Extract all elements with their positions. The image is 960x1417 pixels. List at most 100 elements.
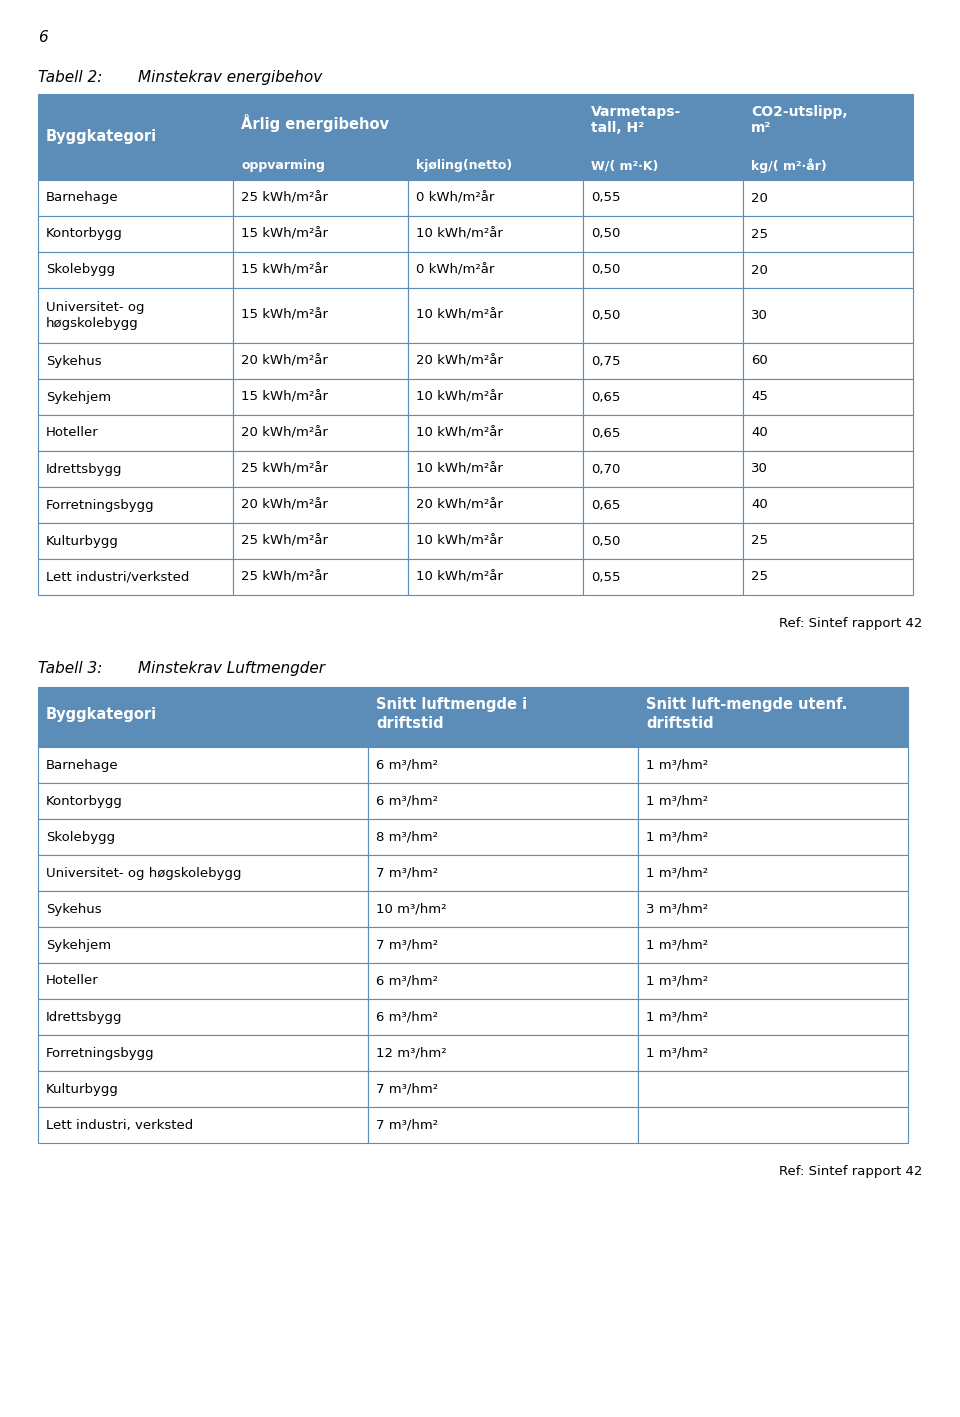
Text: 20 kWh/m²år: 20 kWh/m²år — [416, 499, 503, 512]
Text: kg/( m²·år): kg/( m²·år) — [751, 159, 827, 173]
Bar — [38, 999, 368, 1034]
Text: 15 kWh/m²år: 15 kWh/m²år — [241, 264, 328, 276]
Text: 6 m³/hm²: 6 m³/hm² — [376, 1010, 438, 1023]
Text: kjøling(netto): kjøling(netto) — [416, 160, 513, 173]
Text: Snitt luft-mengde utenf.
driftstid: Snitt luft-mengde utenf. driftstid — [646, 697, 848, 731]
Bar — [38, 451, 233, 487]
Bar — [38, 927, 368, 964]
Text: Snitt luftmengde i
driftstid: Snitt luftmengde i driftstid — [376, 697, 527, 731]
Bar — [38, 1034, 368, 1071]
Bar — [583, 487, 743, 523]
Bar — [233, 252, 408, 288]
Bar — [368, 1071, 638, 1107]
Bar — [638, 1034, 908, 1071]
Text: 20 kWh/m²år: 20 kWh/m²år — [241, 427, 328, 439]
Bar — [638, 854, 908, 891]
Bar — [583, 523, 743, 558]
Bar — [233, 343, 408, 378]
Text: Kulturbygg: Kulturbygg — [46, 534, 119, 547]
Bar — [408, 415, 583, 451]
Bar — [583, 180, 743, 215]
Text: 7 m³/hm²: 7 m³/hm² — [376, 1118, 438, 1132]
Text: 7 m³/hm²: 7 m³/hm² — [376, 1083, 438, 1095]
Bar — [743, 252, 913, 288]
Text: 7 m³/hm²: 7 m³/hm² — [376, 867, 438, 880]
Bar — [233, 487, 408, 523]
Text: 0,50: 0,50 — [591, 228, 620, 241]
Text: 6: 6 — [38, 30, 48, 45]
Bar — [743, 451, 913, 487]
Text: Kontorbygg: Kontorbygg — [46, 228, 123, 241]
Bar — [743, 558, 913, 595]
Bar — [638, 819, 908, 854]
Text: 20 kWh/m²år: 20 kWh/m²år — [416, 354, 503, 367]
Bar — [743, 152, 913, 180]
Text: Tabell 2:: Tabell 2: — [38, 69, 103, 85]
Bar — [38, 1071, 368, 1107]
Text: CO2-utslipp,
m²: CO2-utslipp, m² — [751, 105, 848, 136]
Bar — [408, 343, 583, 378]
Bar — [368, 927, 638, 964]
Bar — [38, 523, 233, 558]
Bar — [38, 784, 368, 819]
Text: 15 kWh/m²år: 15 kWh/m²år — [241, 309, 328, 322]
Bar — [638, 1071, 908, 1107]
Text: Lett industri, verksted: Lett industri, verksted — [46, 1118, 193, 1132]
Text: 1 m³/hm²: 1 m³/hm² — [646, 938, 708, 951]
Bar — [638, 747, 908, 784]
Bar — [743, 288, 913, 343]
Bar — [408, 215, 583, 252]
Text: 10 kWh/m²år: 10 kWh/m²år — [416, 427, 503, 439]
Text: 0,50: 0,50 — [591, 534, 620, 547]
Bar — [368, 819, 638, 854]
Text: 10 kWh/m²år: 10 kWh/m²år — [416, 228, 503, 241]
Bar — [368, 1107, 638, 1144]
Text: 1 m³/hm²: 1 m³/hm² — [646, 830, 708, 843]
Bar — [368, 964, 638, 999]
Text: 40: 40 — [751, 499, 768, 512]
Text: 1 m³/hm²: 1 m³/hm² — [646, 867, 708, 880]
Bar — [408, 558, 583, 595]
Text: Barnehage: Barnehage — [46, 758, 119, 771]
Bar — [743, 180, 913, 215]
Bar — [408, 252, 583, 288]
Bar — [743, 523, 913, 558]
Text: 20 kWh/m²år: 20 kWh/m²år — [241, 354, 328, 367]
Bar — [583, 94, 743, 152]
Text: Varmetaps-
tall, H²: Varmetaps- tall, H² — [591, 105, 682, 136]
Bar — [583, 252, 743, 288]
Text: 0,70: 0,70 — [591, 462, 620, 476]
Text: Minstekrav energibehov: Minstekrav energibehov — [138, 69, 323, 85]
Text: Tabell 3:: Tabell 3: — [38, 660, 103, 676]
Bar — [233, 523, 408, 558]
Bar — [368, 747, 638, 784]
Text: 25 kWh/m²år: 25 kWh/m²år — [241, 534, 328, 547]
Bar — [233, 94, 583, 152]
Bar — [233, 152, 408, 180]
Text: 10 kWh/m²år: 10 kWh/m²år — [416, 462, 503, 476]
Bar — [38, 819, 368, 854]
Text: 12 m³/hm²: 12 m³/hm² — [376, 1047, 446, 1060]
Bar — [743, 378, 913, 415]
Bar — [408, 180, 583, 215]
Bar — [38, 687, 368, 747]
Bar — [38, 343, 233, 378]
Text: Skolebygg: Skolebygg — [46, 830, 115, 843]
Text: Kontorbygg: Kontorbygg — [46, 795, 123, 808]
Bar — [743, 415, 913, 451]
Text: 10 kWh/m²år: 10 kWh/m²år — [416, 534, 503, 547]
Text: Kulturbygg: Kulturbygg — [46, 1083, 119, 1095]
Bar — [408, 487, 583, 523]
Text: Hoteller: Hoteller — [46, 427, 99, 439]
Text: 45: 45 — [751, 391, 768, 404]
Text: 25 kWh/m²år: 25 kWh/m²år — [241, 462, 328, 476]
Bar — [38, 415, 233, 451]
Text: 0,65: 0,65 — [591, 499, 620, 512]
Bar — [583, 378, 743, 415]
Bar — [38, 854, 368, 891]
Bar — [38, 252, 233, 288]
Text: Byggkategori: Byggkategori — [46, 707, 157, 721]
Bar — [743, 487, 913, 523]
Text: Byggkategori: Byggkategori — [46, 129, 157, 145]
Bar — [38, 1107, 368, 1144]
